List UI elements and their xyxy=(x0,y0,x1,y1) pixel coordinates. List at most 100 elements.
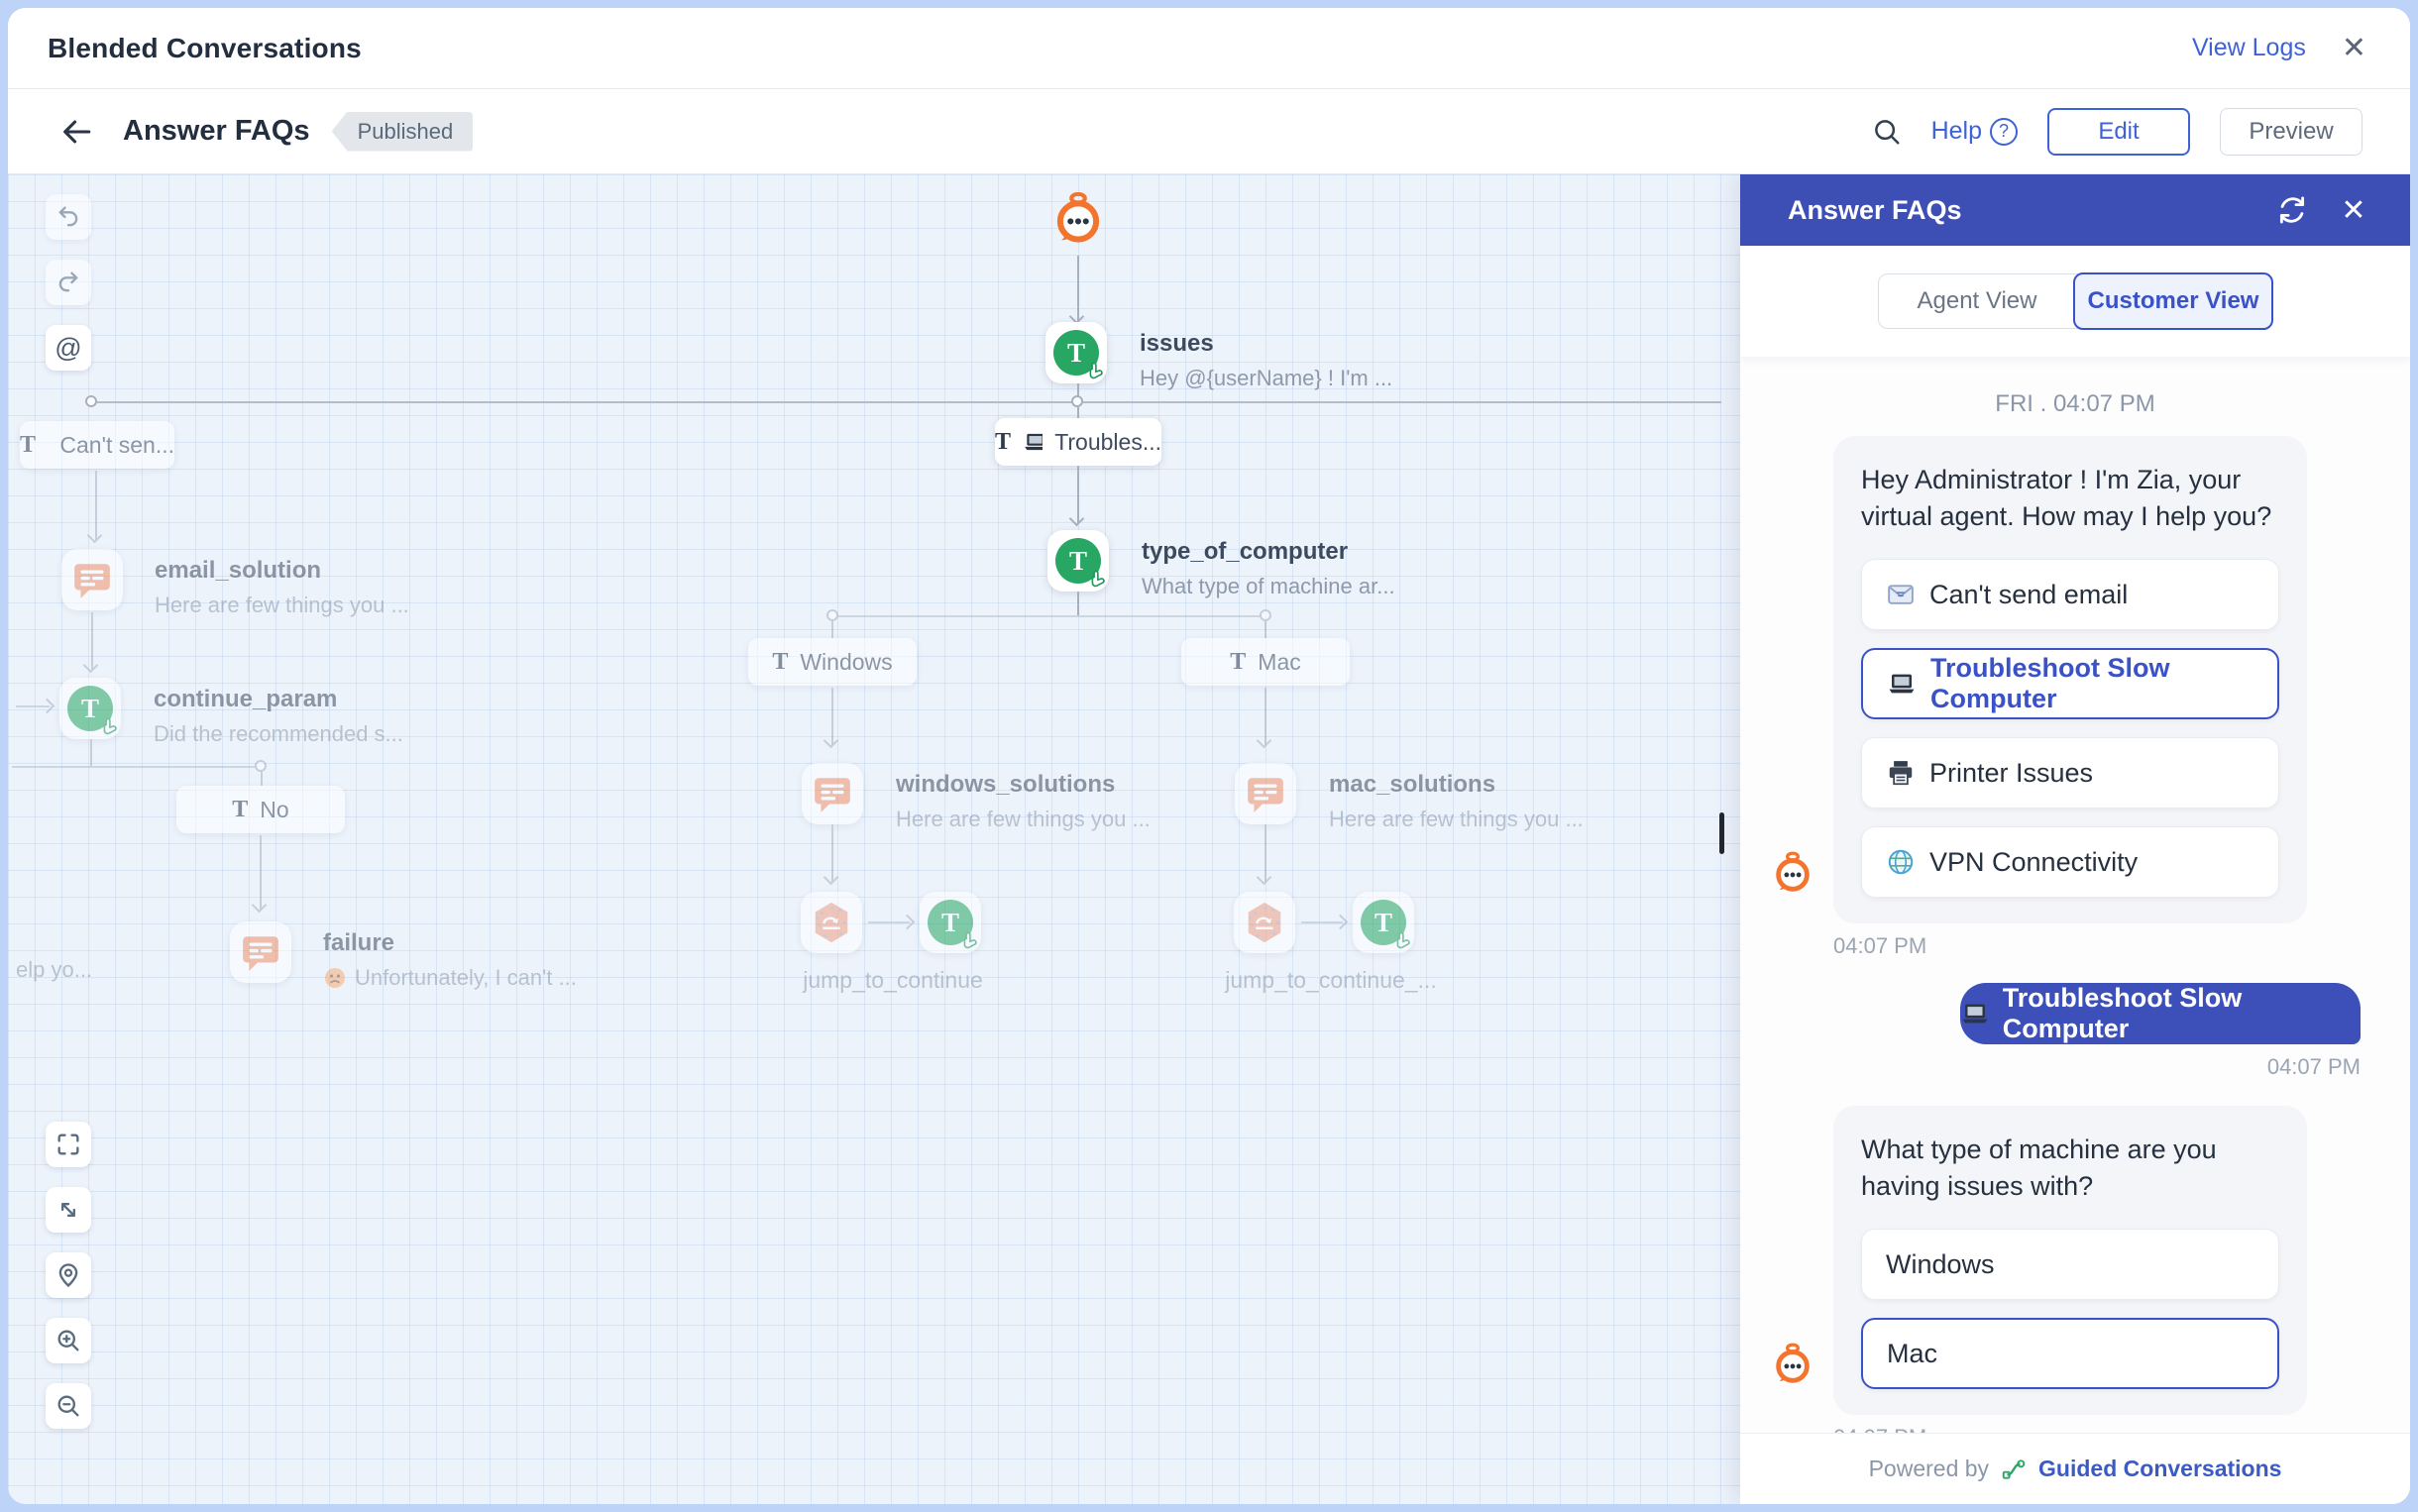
node-windows-solutions-subtitle: Here are few things you ... xyxy=(896,807,1151,831)
node-jump-right-icon[interactable] xyxy=(1234,892,1295,953)
panel-resize-handle[interactable] xyxy=(1719,812,1724,854)
fullscreen-button[interactable] xyxy=(46,1122,91,1167)
locate-node-button[interactable] xyxy=(46,1252,91,1298)
chip-troubleshoot[interactable]: T Troubles... xyxy=(995,418,1161,466)
view-logs-label: View Logs xyxy=(2191,34,2306,61)
node-email-solution-icon[interactable] xyxy=(61,549,123,610)
guided-conversations-icon xyxy=(2002,1458,2026,1479)
node-failure-title: failure xyxy=(323,929,395,956)
flow-edge xyxy=(95,471,97,540)
flow-edge xyxy=(868,921,910,923)
zoom-out-button[interactable] xyxy=(46,1383,91,1429)
flow-edge-arrowhead xyxy=(823,869,839,886)
user-message-timestamp: 04:07 PM xyxy=(2266,1054,2361,1079)
help-link[interactable]: Help ? xyxy=(1931,117,2018,146)
node-mac-solutions-icon[interactable] xyxy=(1235,763,1296,824)
fit-to-screen-button[interactable] xyxy=(46,1187,91,1233)
machine-branches-layer: T Windows T Mac windows_solutions Here a… xyxy=(8,174,1740,1504)
status-badge: Published xyxy=(331,111,474,152)
flow-edge xyxy=(1077,407,1079,418)
bot-message-card: What type of machine are you having issu… xyxy=(1833,1106,2307,1415)
flow-edge xyxy=(1301,921,1343,923)
node-continue-param-icon[interactable]: T xyxy=(59,678,121,739)
flow-edge xyxy=(1264,621,1266,638)
node-continue-param-subtitle: Did the recommended s... xyxy=(154,721,403,746)
branch-connector-dot xyxy=(826,609,838,621)
flow-edge xyxy=(1077,466,1079,523)
node-mac-solutions-title: mac_solutions xyxy=(1329,771,1496,798)
bot-message-card: Hey Administrator ! I'm Zia, your virtua… xyxy=(1833,436,2307,923)
view-segmented-control: Agent View Customer View xyxy=(1878,272,2273,330)
undo-button[interactable] xyxy=(46,194,91,240)
node-mac-solutions-subtitle: Here are few things you ... xyxy=(1329,807,1584,831)
view-tabs-row: Agent View Customer View xyxy=(1740,246,2410,357)
view-logs-button[interactable]: View Logs xyxy=(1885,8,2306,123)
printer-icon xyxy=(1888,760,1914,786)
node-failure-subtitle: Unfortunately, I can't ... xyxy=(355,965,577,990)
node-type-of-computer-subtitle: What type of machine ar... xyxy=(1142,574,1395,598)
bot-message-text: Hey Administrator ! I'm Zia, your virtua… xyxy=(1861,465,2272,531)
tab-agent-view[interactable]: Agent View xyxy=(1879,274,2075,328)
hand-cursor-icon xyxy=(963,931,977,949)
chat-preview-area[interactable]: FRI . 04:07 PM Hey Administrator ! I'm Z… xyxy=(1740,357,2410,1433)
close-window-icon[interactable]: ✕ xyxy=(2341,31,2366,64)
edit-button[interactable]: Edit xyxy=(2047,107,2190,156)
flow-edge-arrowhead xyxy=(1256,732,1272,749)
option-mac[interactable]: Mac xyxy=(1861,1318,2279,1389)
zoom-in-button[interactable] xyxy=(46,1318,91,1363)
option-troubleshoot-slow-computer[interactable]: Troubleshoot Slow Computer xyxy=(1861,648,2279,719)
chip-cant-send-email[interactable]: T Can't sen... xyxy=(20,421,174,469)
flow-edge xyxy=(260,835,262,910)
node-windows-solutions-icon[interactable] xyxy=(802,763,863,824)
node-type-of-computer-title: type_of_computer xyxy=(1142,538,1349,565)
branch-connector-dot xyxy=(1260,609,1271,621)
node-issues-icon[interactable]: T xyxy=(1045,322,1107,383)
message-node-icon xyxy=(1248,778,1283,812)
text-node-icon: T xyxy=(1055,538,1105,588)
panel-footer: Powered by Guided Conversations xyxy=(1740,1433,2410,1504)
user-message-text: Troubleshoot Slow Computer xyxy=(2002,983,2243,1043)
chip-label: Troubles... xyxy=(1054,428,1161,455)
node-failure-icon[interactable] xyxy=(230,921,291,983)
node-jump-right-target-icon[interactable]: T xyxy=(1353,892,1414,953)
mention-variables-button[interactable]: @ xyxy=(46,325,91,371)
back-arrow-icon[interactable] xyxy=(59,115,93,149)
flow-edge xyxy=(261,772,263,786)
laptop-icon xyxy=(1962,1004,1988,1024)
option-cant-send-email[interactable]: Can't send email xyxy=(1861,559,2279,630)
option-printer-issues[interactable]: Printer Issues xyxy=(1861,737,2279,809)
bot-message-text: What type of machine are you having issu… xyxy=(1861,1134,2217,1201)
chip-label: Can't sen... xyxy=(59,431,174,458)
flow-edge-arrowhead xyxy=(1332,914,1349,930)
node-jump-left-target-icon[interactable]: T xyxy=(920,892,981,953)
node-type-of-computer-icon[interactable]: T xyxy=(1047,530,1109,592)
flow-canvas[interactable]: T issues Hey @{userName} ! I'm ... T Tro… xyxy=(8,174,1740,1504)
app-title: Blended Conversations xyxy=(48,32,362,63)
zia-bot-avatar xyxy=(1770,1342,1815,1387)
node-jump-left-icon[interactable] xyxy=(801,892,862,953)
cutoff-node-fragment: elp yo... xyxy=(16,957,93,982)
flow-edge xyxy=(831,824,833,882)
chip-mac[interactable]: T Mac xyxy=(1181,638,1350,686)
text-node-icon: T xyxy=(1361,900,1410,949)
flow-toolbar: Answer FAQs Published Help ? Edit Previe… xyxy=(8,89,2410,174)
powered-by-label: Powered by xyxy=(1868,1456,1990,1481)
envelope-icon xyxy=(1888,585,1914,604)
flow-edge xyxy=(1077,383,1079,397)
guided-conversations-link[interactable]: Guided Conversations xyxy=(2038,1456,2282,1481)
option-windows[interactable]: Windows xyxy=(1861,1229,2279,1300)
message-node-icon xyxy=(815,778,850,812)
node-email-solution-title: email_solution xyxy=(155,557,322,584)
email-branch-layer: T Can't sen... email_solution Here are f… xyxy=(8,174,1740,1504)
preview-button[interactable]: Preview xyxy=(2220,107,2363,156)
restart-conversation-icon[interactable] xyxy=(2275,193,2309,227)
option-vpn-connectivity[interactable]: VPN Connectivity xyxy=(1861,826,2279,898)
flow-edge xyxy=(1264,824,1266,882)
chip-no[interactable]: T No xyxy=(176,786,345,833)
redo-button[interactable] xyxy=(46,260,91,305)
search-icon[interactable] xyxy=(1872,117,1902,147)
tab-customer-view[interactable]: Customer View xyxy=(2073,272,2273,330)
chip-windows[interactable]: T Windows xyxy=(748,638,917,686)
close-panel-icon[interactable]: ✕ xyxy=(2341,193,2366,227)
node-failure-subtitle-row: Unfortunately, I can't ... xyxy=(323,965,577,991)
